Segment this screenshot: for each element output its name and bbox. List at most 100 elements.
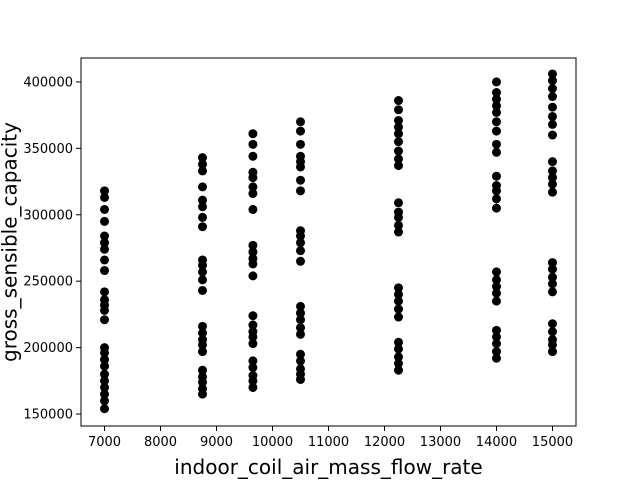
data-point	[547, 69, 557, 79]
y-tick-label: 200000	[23, 341, 73, 356]
data-point	[198, 202, 208, 212]
data-point	[248, 339, 258, 349]
data-point	[296, 375, 305, 384]
data-point	[198, 166, 208, 176]
data-point	[547, 92, 557, 102]
data-point	[296, 139, 305, 149]
data-point	[393, 129, 403, 139]
data-point	[491, 194, 501, 204]
data-point	[547, 287, 557, 297]
data-point	[296, 238, 305, 248]
data-point	[547, 347, 557, 357]
data-point	[393, 289, 403, 299]
data-point	[100, 287, 110, 297]
data-point	[547, 157, 557, 167]
data-point	[100, 186, 110, 196]
data-point	[547, 102, 557, 112]
data-point	[198, 267, 208, 277]
data-point	[547, 264, 557, 274]
y-tick-label: 400000	[23, 75, 73, 90]
data-point	[547, 111, 557, 121]
data-point	[198, 389, 208, 399]
data-point	[248, 320, 258, 330]
x-tick-label: 11000	[308, 435, 349, 450]
data-point	[248, 139, 258, 149]
data-point	[198, 328, 208, 338]
data-point	[100, 266, 110, 276]
data-point	[198, 365, 208, 375]
x-tick-label: 13000	[420, 435, 461, 450]
data-point	[491, 267, 501, 277]
data-point	[198, 153, 208, 163]
data-point	[296, 186, 305, 196]
data-point	[248, 182, 258, 192]
x-tick-label: 12000	[364, 435, 405, 450]
data-point	[491, 139, 501, 149]
data-point	[547, 173, 557, 183]
data-point	[393, 137, 403, 147]
y-tick-label: 150000	[23, 408, 73, 423]
data-point	[491, 77, 501, 87]
data-point	[547, 319, 557, 329]
data-point	[248, 382, 258, 392]
data-point	[491, 203, 501, 213]
data-points	[100, 69, 557, 414]
data-point	[491, 339, 501, 349]
data-point	[393, 352, 403, 362]
data-point	[491, 186, 501, 196]
data-point	[547, 166, 557, 176]
data-point	[248, 173, 258, 183]
data-point	[547, 327, 557, 337]
data-point	[198, 347, 208, 357]
data-point	[248, 376, 258, 386]
data-point	[296, 117, 305, 127]
x-tick-label: 7000	[88, 435, 121, 450]
data-point	[296, 349, 305, 359]
data-point	[547, 187, 557, 197]
data-point	[248, 356, 258, 366]
data-point	[393, 105, 403, 115]
data-point	[198, 377, 208, 387]
data-point	[393, 296, 403, 306]
data-point	[393, 146, 403, 156]
data-point	[491, 107, 501, 117]
data-point	[296, 175, 305, 185]
data-point	[100, 404, 110, 414]
data-point	[393, 344, 403, 354]
data-point	[296, 162, 305, 172]
data-point	[198, 321, 208, 331]
data-point	[296, 301, 305, 311]
data-point	[547, 272, 557, 282]
data-point	[100, 238, 110, 248]
data-point	[100, 204, 110, 214]
x-axis-title: indoor_coil_air_mass_flow_rate	[174, 455, 482, 479]
data-point	[100, 315, 110, 325]
data-point	[100, 382, 110, 392]
data-point	[547, 258, 557, 268]
data-point	[100, 231, 110, 241]
data-point	[491, 117, 501, 127]
data-point	[248, 240, 258, 250]
data-point	[100, 389, 110, 399]
data-point	[248, 129, 258, 139]
data-point	[100, 255, 110, 265]
data-point	[491, 296, 501, 306]
data-point	[393, 283, 403, 293]
data-point	[100, 216, 110, 226]
data-point	[393, 122, 403, 132]
data-point	[198, 195, 208, 205]
x-axis-ticks: 7000 8000 9000 10000 11000 12000 13000 14000 150…	[88, 426, 573, 450]
data-point	[547, 340, 557, 350]
data-point	[100, 369, 110, 379]
data-point	[100, 305, 110, 315]
data-point	[491, 282, 501, 292]
data-point	[547, 119, 557, 129]
data-point	[248, 271, 258, 281]
data-point	[296, 315, 305, 325]
data-point	[491, 171, 501, 181]
data-point	[100, 396, 110, 406]
data-point	[248, 332, 258, 342]
data-point	[296, 356, 305, 366]
data-point	[198, 182, 208, 192]
